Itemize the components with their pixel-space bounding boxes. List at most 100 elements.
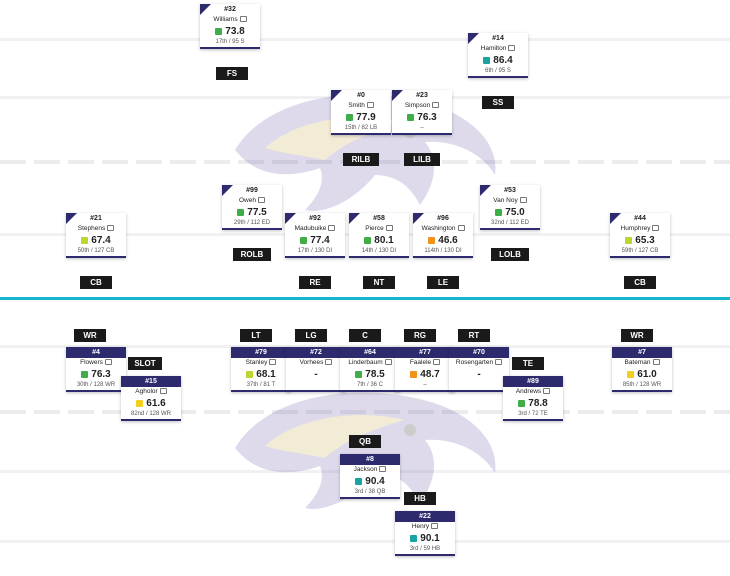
position-label: HB xyxy=(404,492,436,505)
player-card-andrews[interactable]: #89 Andrews 78.8 3rd / 72 TE xyxy=(503,376,563,421)
feedback-icon[interactable] xyxy=(457,225,465,232)
jersey-number: #96 xyxy=(437,215,449,222)
feedback-icon[interactable] xyxy=(385,225,393,232)
player-card-vorhees[interactable]: #72 Vorhees - xyxy=(286,347,346,392)
feedback-icon[interactable] xyxy=(652,359,660,366)
player-card-rosengarten[interactable]: #70 Rosengarten - xyxy=(449,347,509,392)
feedback-icon[interactable] xyxy=(519,197,527,204)
position-label: C xyxy=(349,329,381,342)
yard-line xyxy=(0,38,730,41)
position-label: LOLB xyxy=(491,248,529,261)
player-rank: 30th / 128 WR xyxy=(76,382,116,388)
grade-color-indicator xyxy=(627,371,635,378)
feedback-icon[interactable] xyxy=(325,359,333,366)
player-name: Andrews xyxy=(515,388,542,395)
player-name: Van Noy xyxy=(493,197,518,204)
feedback-icon[interactable] xyxy=(107,225,115,232)
grade-color-indicator xyxy=(215,28,223,35)
grade-color-indicator xyxy=(428,237,436,244)
player-card-oweh[interactable]: #99 Oweh 77.5 29th / 112 ED xyxy=(222,185,282,230)
feedback-icon[interactable] xyxy=(508,45,516,52)
player-rank: 85th / 128 WR xyxy=(622,382,662,388)
player-card-stephens[interactable]: #21 Stephens 67.4 50th / 127 CB xyxy=(66,213,126,258)
position-label: SLOT xyxy=(128,357,162,370)
player-card-linderbaum[interactable]: #64 Linderbaum 78.5 7th / 36 C xyxy=(340,347,400,392)
player-rank xyxy=(286,381,346,390)
player-grade: 90.1 xyxy=(420,533,440,544)
grade-color-indicator xyxy=(300,237,308,244)
player-card-faalele[interactable]: #77 Faalele 48.7 – xyxy=(395,347,455,392)
jersey-number: #0 xyxy=(357,92,365,99)
feedback-icon[interactable] xyxy=(432,102,440,109)
player-card-smith[interactable]: #0 Smith 77.9 15th / 82 LB xyxy=(331,90,391,135)
grade-color-indicator xyxy=(246,371,254,378)
feedback-icon[interactable] xyxy=(433,359,441,366)
feedback-icon[interactable] xyxy=(257,197,265,204)
player-card-henry[interactable]: #22 Henry 90.1 3rd / 59 HB xyxy=(395,511,455,556)
position-label: TE xyxy=(512,357,544,370)
player-card-hamilton[interactable]: #14 Hamilton 86.4 6th / 95 S xyxy=(468,33,528,78)
player-card-washington[interactable]: #96 Washington 46.6 114th / 130 DI xyxy=(413,213,473,258)
feedback-icon[interactable] xyxy=(379,466,387,473)
grade-color-indicator xyxy=(407,114,415,121)
player-card-simpson[interactable]: #23 Simpson 76.3 – xyxy=(392,90,452,135)
player-grade: 86.4 xyxy=(493,55,513,66)
player-name: Stephens xyxy=(77,225,106,232)
jersey-number: #70 xyxy=(449,347,509,358)
player-card-agholor[interactable]: #15 Agholor 61.6 82nd / 128 WR xyxy=(121,376,181,421)
card-corner xyxy=(331,90,342,101)
feedback-icon[interactable] xyxy=(104,359,112,366)
position-label: RG xyxy=(404,329,436,342)
card-corner xyxy=(413,213,424,224)
player-rank: 15th / 82 LB xyxy=(344,125,378,131)
player-grade: 76.3 xyxy=(417,112,437,123)
position-label: FS xyxy=(216,67,248,80)
position-label: LG xyxy=(295,329,327,342)
feedback-icon[interactable] xyxy=(652,225,660,232)
player-name: Humphrey xyxy=(620,225,651,232)
player-card-flowers[interactable]: #4 Flowers 76.3 30th / 128 WR xyxy=(66,347,126,392)
feedback-icon[interactable] xyxy=(159,388,167,395)
player-name: Smith xyxy=(348,102,365,109)
player-grade: 90.4 xyxy=(365,476,385,487)
player-name: Simpson xyxy=(404,102,431,109)
feedback-icon[interactable] xyxy=(269,359,277,366)
player-card-pierce[interactable]: #58 Pierce 80.1 14th / 130 DI xyxy=(349,213,409,258)
jersey-number: #23 xyxy=(416,92,428,99)
jersey-number: #92 xyxy=(309,215,321,222)
player-card-humphrey[interactable]: #44 Humphrey 65.3 59th / 127 CB xyxy=(610,213,670,258)
jersey-number: #64 xyxy=(340,347,400,358)
feedback-icon[interactable] xyxy=(543,388,551,395)
player-grade: 78.8 xyxy=(528,398,548,409)
player-grade: 67.4 xyxy=(91,235,111,246)
feedback-icon[interactable] xyxy=(366,102,374,109)
feedback-icon[interactable] xyxy=(328,225,336,232)
jersey-number: #58 xyxy=(373,215,385,222)
player-name: Linderbaum xyxy=(348,359,383,366)
player-card-bateman[interactable]: #7 Bateman 61.0 85th / 128 WR xyxy=(612,347,672,392)
feedback-icon[interactable] xyxy=(239,16,247,23)
player-card-jackson[interactable]: #8 Jackson 90.4 3rd / 38 QB xyxy=(340,454,400,499)
player-name: Oweh xyxy=(239,197,256,204)
player-grade: 78.5 xyxy=(365,369,385,380)
player-card-williams[interactable]: #32 Williams 73.8 17th / 95 S xyxy=(200,4,260,49)
feedback-icon[interactable] xyxy=(495,359,503,366)
jersey-number: #32 xyxy=(224,6,236,13)
player-card-madubuike[interactable]: #92 Madubuike 77.4 17th / 130 DI xyxy=(285,213,345,258)
grade-color-indicator xyxy=(81,371,89,378)
jersey-number: #99 xyxy=(246,187,258,194)
card-corner xyxy=(222,185,233,196)
position-label: LE xyxy=(427,276,459,289)
player-name: Washington xyxy=(421,225,456,232)
feedback-icon[interactable] xyxy=(431,523,439,530)
player-grade: 61.6 xyxy=(146,398,166,409)
player-card-vannoy[interactable]: #53 Van Noy 75.0 32nd / 112 ED xyxy=(480,185,540,230)
player-grade: 48.7 xyxy=(420,369,440,380)
grade-color-indicator xyxy=(355,371,363,378)
player-card-stanley[interactable]: #79 Stanley 68.1 37th / 81 T xyxy=(231,347,291,392)
jersey-number: #89 xyxy=(503,376,563,387)
jersey-number: #21 xyxy=(90,215,102,222)
player-rank: 50th / 127 CB xyxy=(77,248,115,254)
grade-color-indicator xyxy=(410,371,418,378)
feedback-icon[interactable] xyxy=(384,359,392,366)
